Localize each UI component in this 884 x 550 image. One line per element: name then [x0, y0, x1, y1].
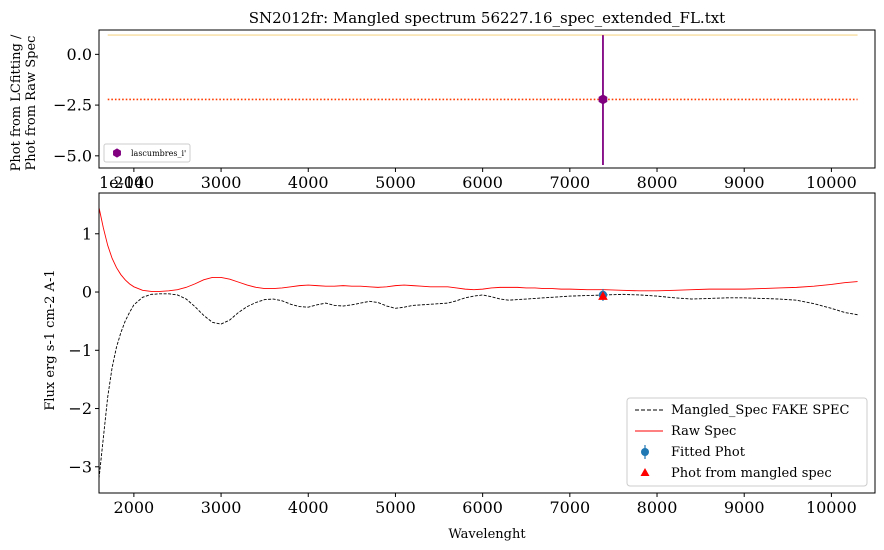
raw-spectrum-line — [99, 207, 858, 292]
offset-text: 1e-14 — [99, 173, 144, 192]
top-y-tick-label: −5.0 — [53, 146, 92, 165]
legend-fitted-marker — [641, 448, 649, 456]
mangled-phot-point — [598, 291, 608, 300]
bottom-x-axis-label: Wavelenght — [448, 527, 526, 542]
legend-phot-label: Phot from mangled spec — [671, 466, 832, 481]
top-x-tick-label: 2000 — [114, 173, 155, 192]
bottom-x-tick-label: 8000 — [637, 498, 678, 517]
top-y-axis-label-line2: Phot from Raw Spec — [24, 36, 39, 171]
bottom-y-tick-label: −1 — [68, 341, 92, 360]
legend-fitted-label: Fitted Phot — [671, 445, 746, 460]
top-plot-area — [107, 34, 858, 165]
legend-raw-label: Raw Spec — [671, 424, 736, 439]
top-y-tick-label: 0.0 — [67, 45, 92, 64]
bottom-x-tick-label: 5000 — [375, 498, 416, 517]
top-panel: SN2012fr: Mangled spectrum 56227.16_spec… — [9, 9, 876, 192]
bottom-x-tick-label: 7000 — [549, 498, 590, 517]
top-x-tick-label: 8000 — [637, 173, 678, 192]
top-legend-label: lascumbres_i' — [131, 149, 186, 158]
bottom-y-tick-label: −2 — [68, 399, 92, 418]
bottom-x-tick-label: 9000 — [724, 498, 765, 517]
top-y-ticks: 0.0 −2.5 −5.0 — [53, 45, 99, 165]
bottom-axes-frame — [98, 192, 876, 494]
top-x-tick-label: 5000 — [375, 173, 416, 192]
bottom-x-tick-label: 2000 — [114, 498, 155, 517]
bottom-x-tick-label: 4000 — [288, 498, 329, 517]
top-x-tick-label: 6000 — [462, 173, 503, 192]
top-legend-marker — [113, 148, 121, 158]
top-legend: lascumbres_i' — [103, 143, 191, 163]
bottom-x-tick-label: 6000 — [462, 498, 503, 517]
bottom-y-ticks: 1 0 −1 −2 −3 — [68, 224, 99, 476]
top-x-tick-label: 9000 — [724, 173, 765, 192]
top-x-tick-label: 7000 — [549, 173, 590, 192]
bottom-y-tick-label: −3 — [68, 457, 92, 476]
bottom-y-tick-label: 0 — [82, 283, 92, 302]
bottom-x-ticks: 2000 3000 4000 5000 6000 7000 8000 9000 10000 — [114, 493, 857, 517]
top-y-axis-label-line1: Phot from LCfitting / — [9, 34, 24, 171]
top-axes-frame — [98, 29, 876, 169]
top-x-ticks: 2000 3000 4000 5000 6000 7000 8000 9000 10000 — [114, 168, 857, 192]
legend-mangled-label: Mangled_Spec FAKE SPEC — [671, 403, 850, 418]
top-x-tick-label: 4000 — [288, 173, 329, 192]
mangled-spectrum-line — [99, 293, 858, 479]
legend-phot-marker — [640, 468, 650, 476]
top-legend-box — [103, 143, 191, 163]
bottom-legend: Mangled_Spec FAKE SPEC Raw Spec Fitted P… — [626, 397, 868, 487]
top-chart-title: SN2012fr: Mangled spectrum 56227.16_spec… — [249, 9, 725, 27]
bottom-plot-area — [99, 207, 858, 479]
bottom-panel: 1e-14 Flux erg s-1 cm-2 A-1 Wavelenght 2… — [43, 173, 876, 542]
bottom-y-tick-label: 1 — [82, 224, 92, 243]
top-x-tick-label: 3000 — [201, 173, 242, 192]
top-y-tick-label: −2.5 — [53, 96, 92, 115]
bottom-x-tick-label: 3000 — [201, 498, 242, 517]
photometry-point — [598, 94, 608, 105]
bottom-legend-box — [626, 397, 868, 487]
bottom-x-tick-label: 10000 — [806, 498, 857, 517]
bottom-y-axis-label: Flux erg s-1 cm-2 A-1 — [43, 269, 58, 410]
top-x-tick-label: 10000 — [806, 173, 857, 192]
